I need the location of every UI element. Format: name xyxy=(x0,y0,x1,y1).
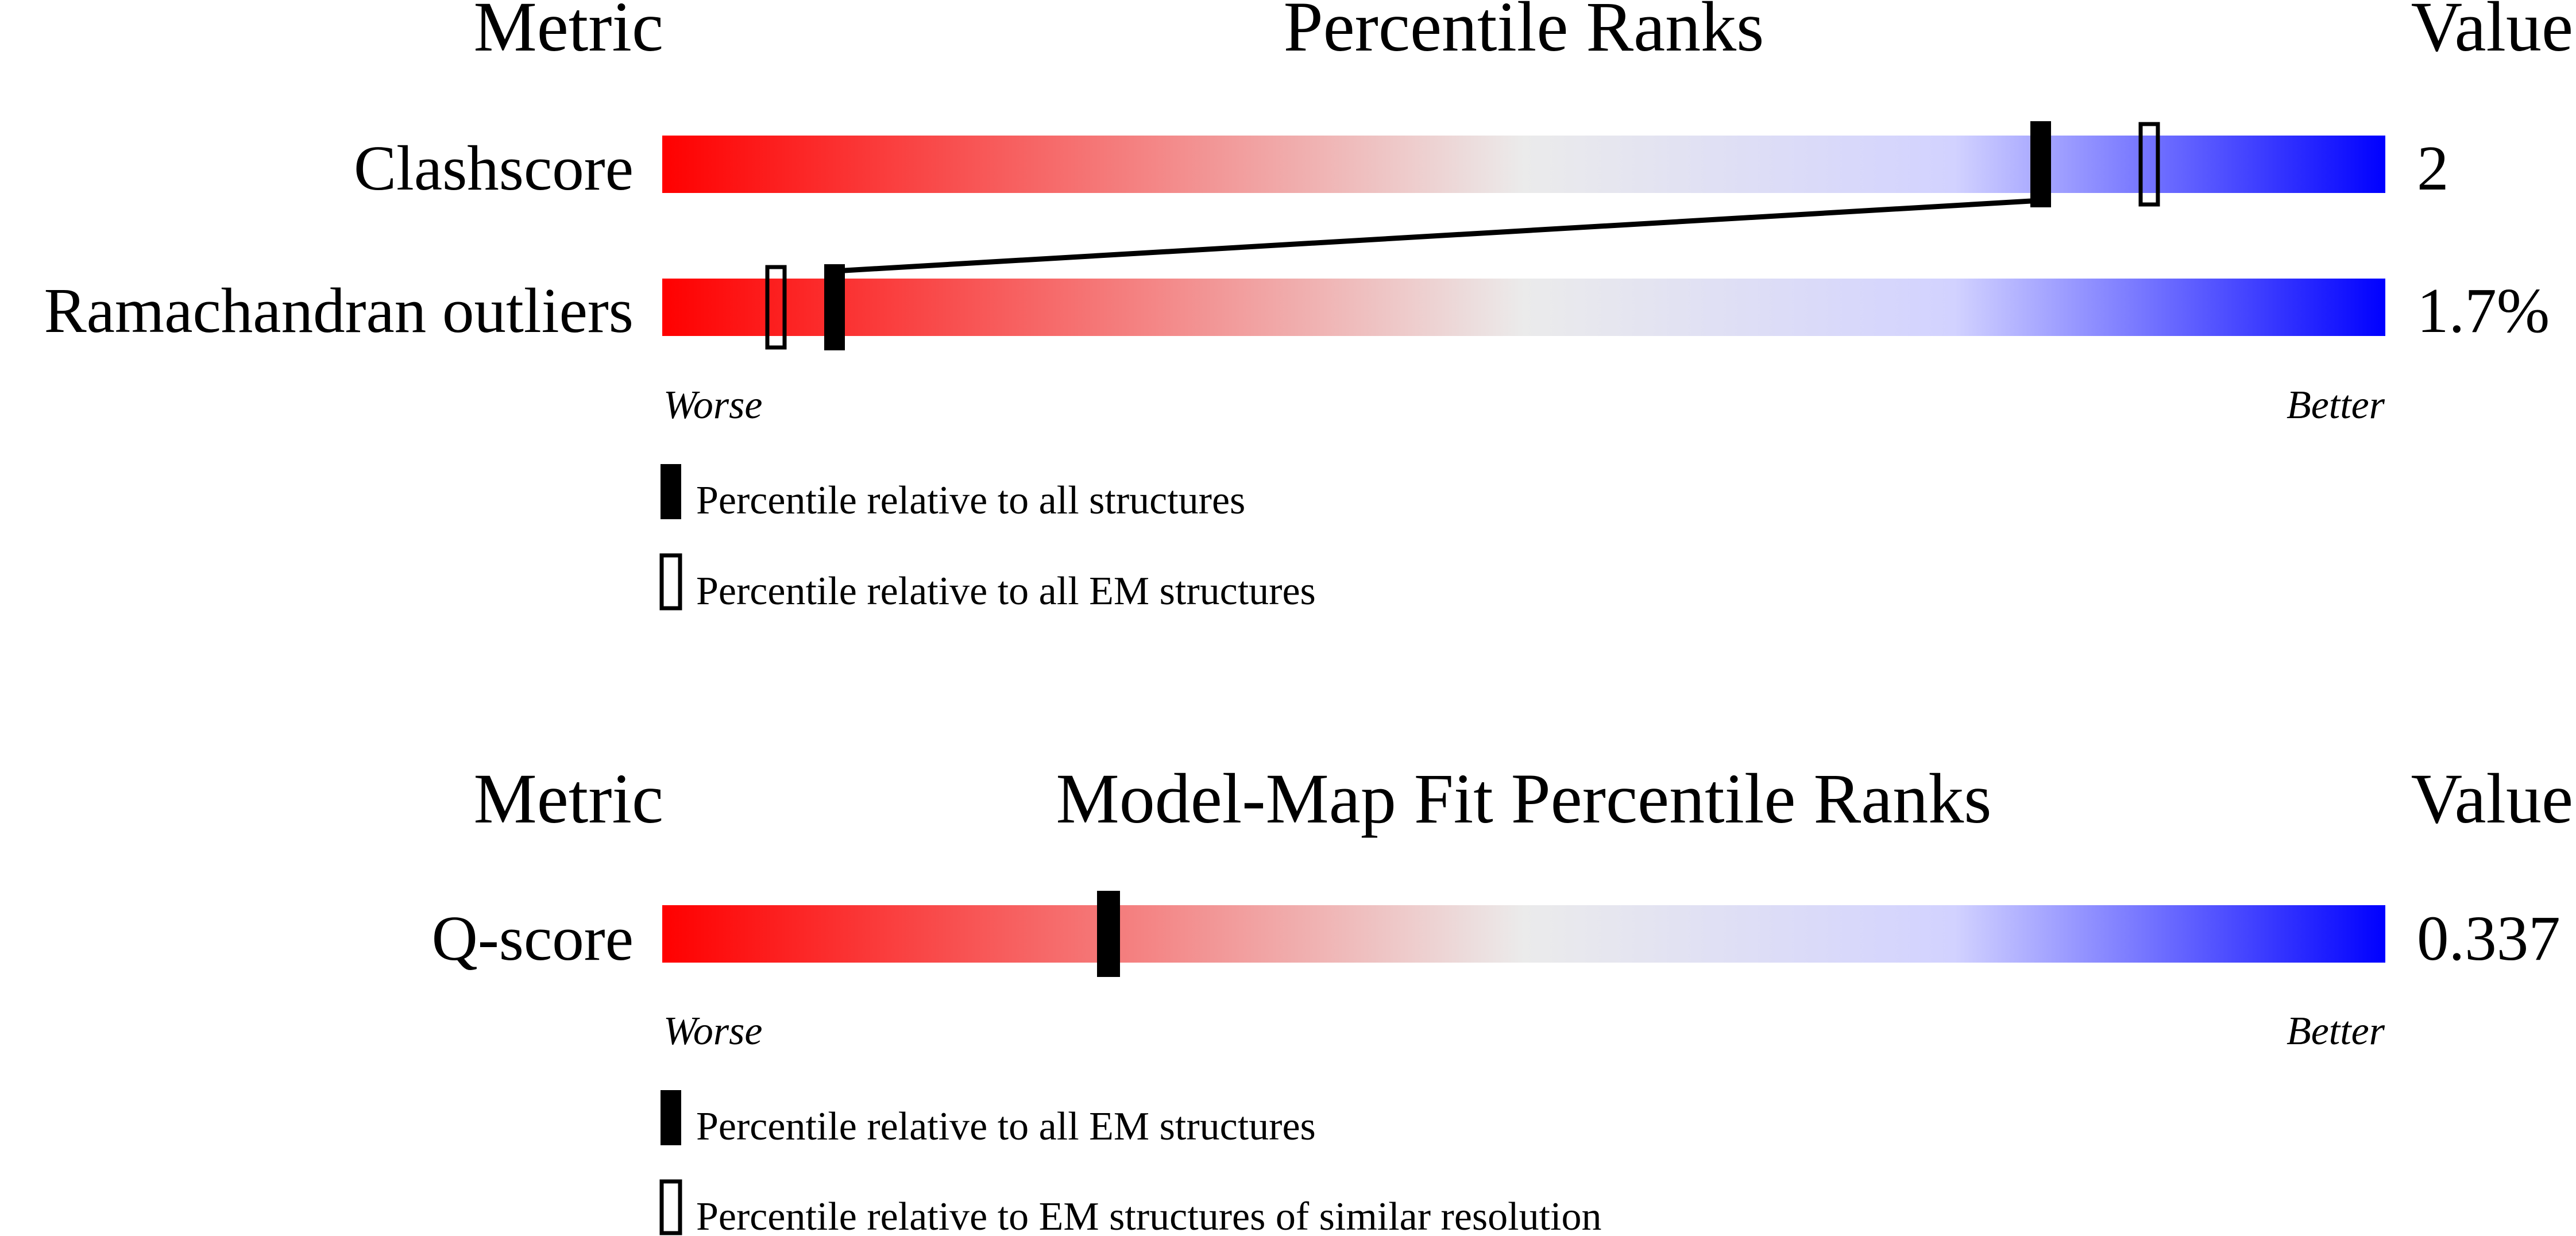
metric-header: Metric xyxy=(473,759,663,838)
better-label: Better xyxy=(2287,383,2385,427)
better-label: Better xyxy=(2287,1009,2385,1053)
metric-header: Metric xyxy=(473,0,663,66)
percentile-bar-ramachandran xyxy=(662,279,2385,336)
value-clashscore: 2 xyxy=(2417,133,2449,204)
panel-title: Percentile Ranks xyxy=(1284,0,1764,66)
value-header: Value xyxy=(2411,0,2573,66)
value-header: Value xyxy=(2411,759,2573,838)
marker-all-clashscore xyxy=(2030,121,2051,207)
marker-em-clashscore xyxy=(2138,122,2160,207)
legend-filled-swatch xyxy=(661,1090,681,1145)
legend-open-label: Percentile relative to EM structures of … xyxy=(696,1195,1602,1236)
panel-model-map-fit: Metric Model-Map Fit Percentile Ranks Va… xyxy=(432,759,2573,1236)
legend-open-label: Percentile relative to all EM structures xyxy=(696,569,1316,613)
percentile-bar-qscore xyxy=(662,905,2385,963)
value-ramachandran: 1.7% xyxy=(2417,276,2550,346)
legend-open-swatch xyxy=(659,1179,682,1235)
legend-filled-label: Percentile relative to all EM structures xyxy=(696,1104,1316,1149)
value-qscore: 0.337 xyxy=(2417,903,2560,974)
marker-all-em-qscore xyxy=(1097,891,1120,977)
percentile-bar-clashscore xyxy=(662,136,2385,193)
legend-filled-swatch xyxy=(661,464,681,519)
metric-label-ramachandran: Ramachandran outliers xyxy=(44,276,634,346)
legend-open-swatch xyxy=(659,553,682,611)
percentile-connector-line xyxy=(834,198,2041,274)
metric-label-clashscore: Clashscore xyxy=(354,133,634,204)
marker-all-ramachandran xyxy=(824,264,845,350)
metric-label-qscore: Q-score xyxy=(432,903,634,974)
worse-label: Worse xyxy=(663,1009,762,1053)
worse-label: Worse xyxy=(663,383,762,427)
marker-em-ramachandran xyxy=(765,265,787,350)
panel-title: Model-Map Fit Percentile Ranks xyxy=(1056,759,1992,838)
legend-filled-label: Percentile relative to all structures xyxy=(696,478,1245,523)
panel-percentile-ranks: Metric Percentile Ranks Value Clashscore… xyxy=(44,0,2573,613)
